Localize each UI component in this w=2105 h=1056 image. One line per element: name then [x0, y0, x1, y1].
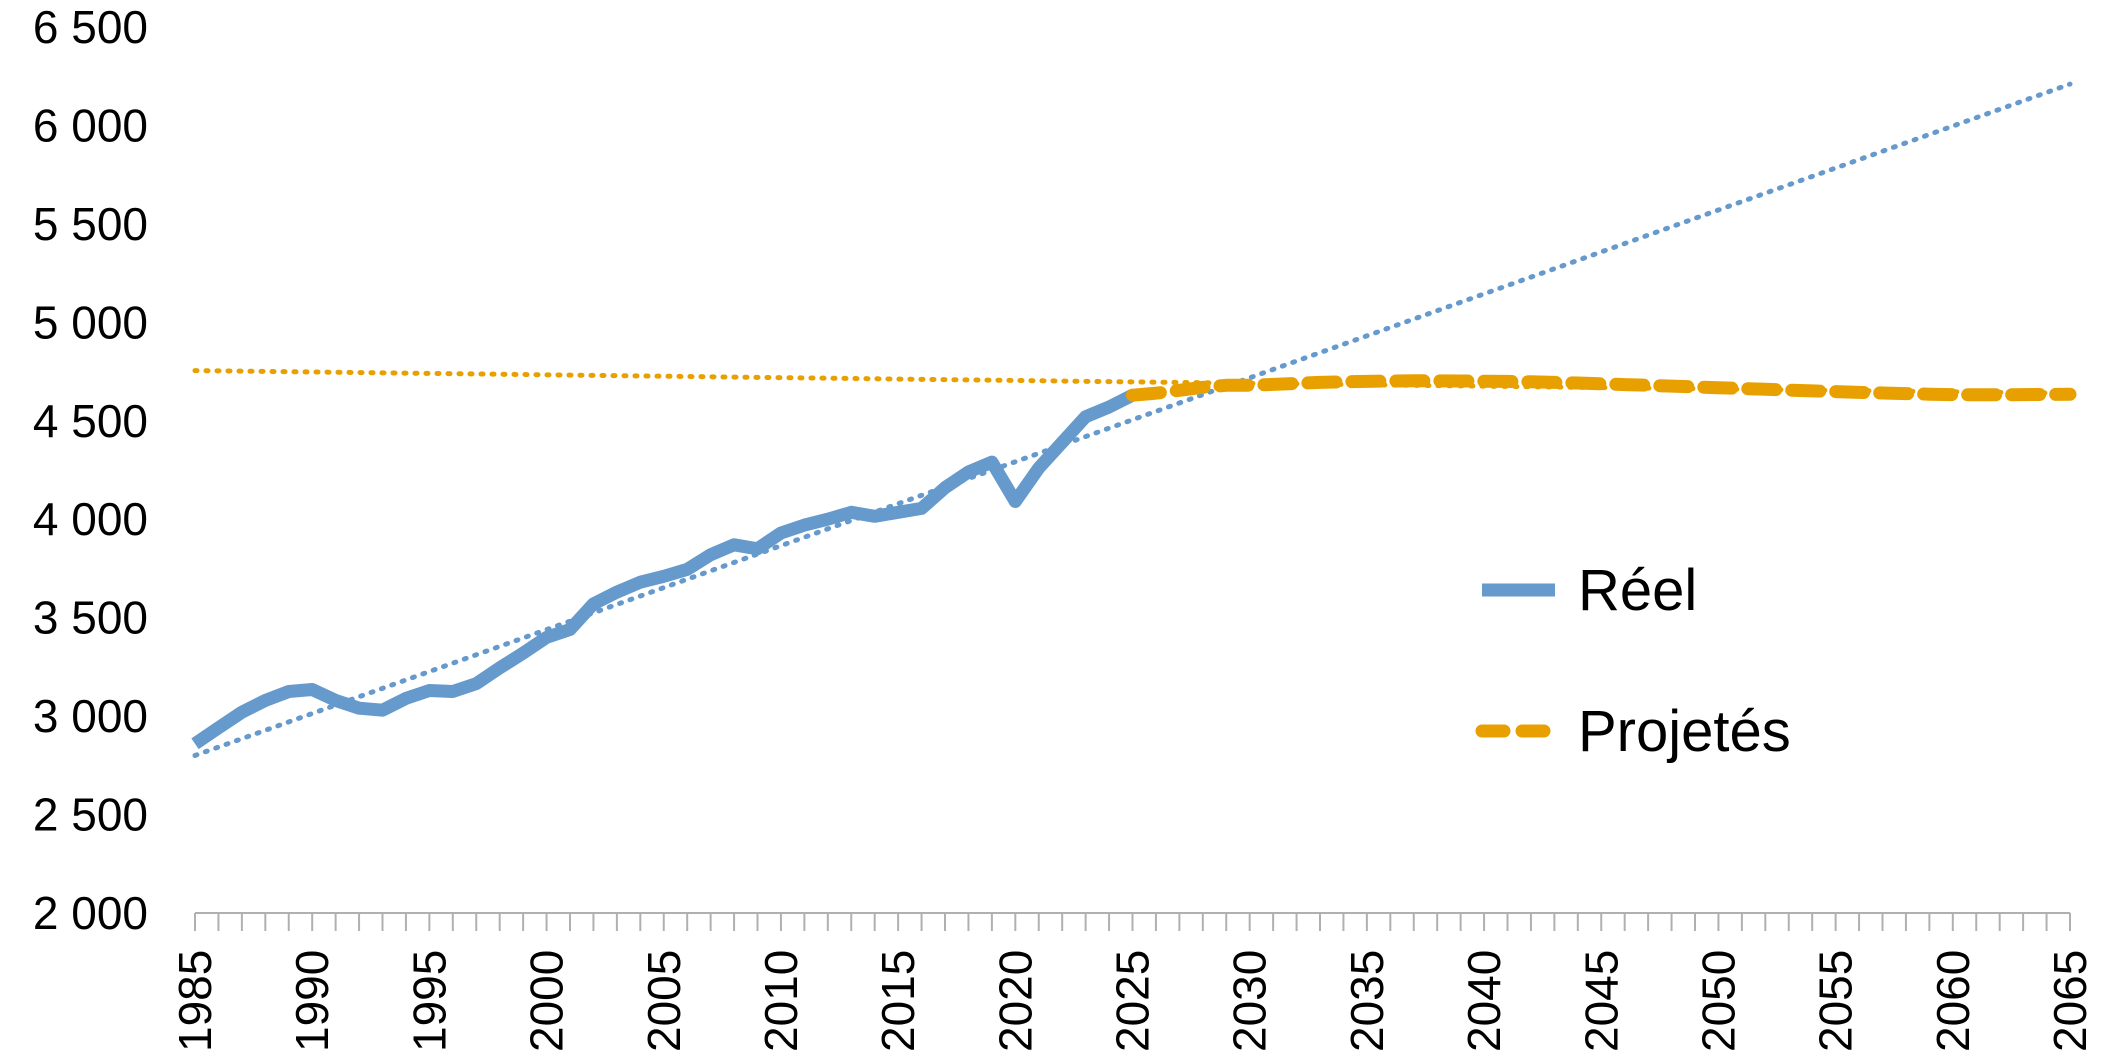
y-tick-label: 6 000 [33, 99, 148, 151]
x-tick-label: 2065 [2044, 950, 2096, 1052]
x-tick-label: 2045 [1575, 950, 1627, 1052]
y-axis-tick-labels: 2 000 2 500 3 000 3 500 4 000 4 500 5 000 5 500… [33, 1, 148, 939]
y-tick-label: 3 500 [33, 592, 148, 644]
x-tick-label: 2010 [755, 950, 807, 1052]
x-tick-label: 1990 [286, 950, 338, 1052]
x-tick-label: 2030 [1224, 950, 1276, 1052]
x-tick-label: 2055 [1810, 950, 1862, 1052]
series-line-reel [191, 389, 1136, 750]
x-tick-label: 2040 [1458, 950, 1510, 1052]
x-tick-label: 2060 [1927, 950, 1979, 1052]
y-tick-label: 5 500 [33, 198, 148, 250]
y-tick-label: 6 500 [33, 1, 148, 53]
x-tick-label: 2000 [521, 950, 573, 1052]
series-line-projetes [1126, 374, 2077, 402]
legend-label-projetes: Projetés [1578, 699, 1791, 764]
x-tick-label: 2050 [1692, 950, 1744, 1052]
x-tick-label: 2005 [638, 950, 690, 1052]
y-tick-label: 5 000 [33, 296, 148, 348]
x-tick-label: 2035 [1341, 950, 1393, 1052]
series-lines [191, 374, 2077, 750]
x-axis: 1985 1990 1995 2000 2005 2010 2015 2020 2025 2030… [169, 912, 2096, 1052]
y-tick-label: 4 000 [33, 493, 148, 545]
x-tick-label: 2015 [872, 950, 924, 1052]
y-tick-label: 3 000 [33, 690, 148, 742]
y-tick-label: 2 500 [33, 789, 148, 841]
trendline-reel [192, 81, 2073, 758]
x-tick-label: 2025 [1107, 950, 1159, 1052]
legend: Réel Projetés [1475, 558, 1791, 764]
x-tick-label: 1985 [169, 950, 221, 1052]
trendlines [192, 81, 2073, 758]
legend-label-reel: Réel [1578, 558, 1697, 623]
y-tick-label: 4 500 [33, 395, 148, 447]
x-tick-label: 2020 [989, 950, 1041, 1052]
x-tick-label: 1995 [403, 950, 455, 1052]
y-tick-label: 2 000 [33, 887, 148, 939]
